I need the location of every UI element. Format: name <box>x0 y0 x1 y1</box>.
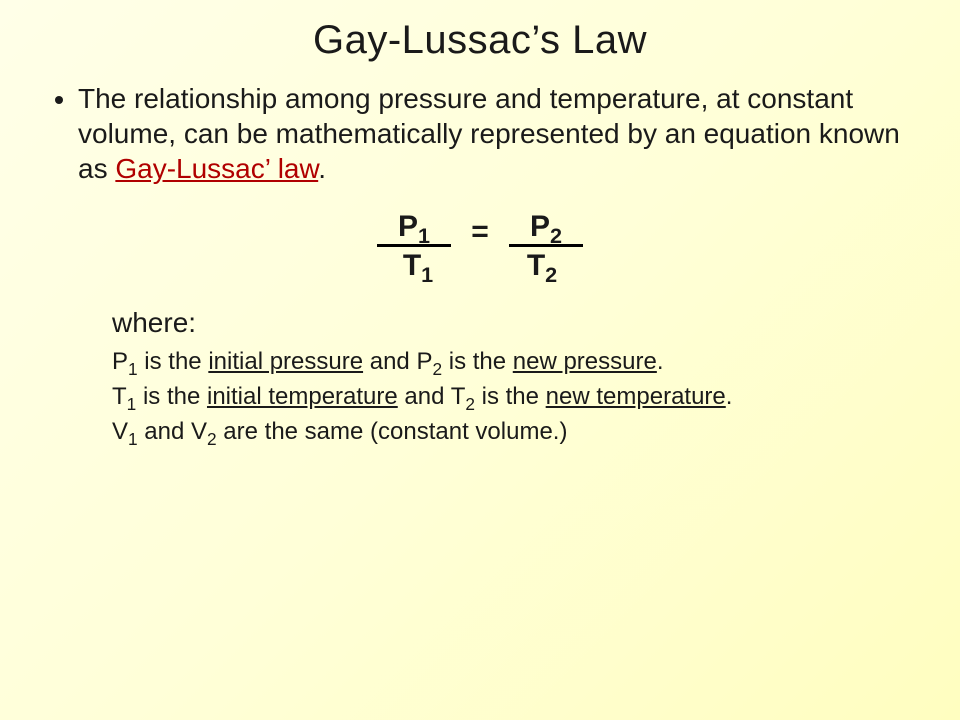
formula-numerator-row: P1 = P2 <box>50 212 910 247</box>
where-block: where: P1 is the initial pressure and P2… <box>112 307 910 449</box>
equals-sign: = <box>465 217 495 247</box>
p2-var: P <box>530 210 550 243</box>
denominator-spacer <box>465 251 495 281</box>
def1-u1: initial pressure <box>208 348 363 375</box>
t2-var: T <box>527 249 545 282</box>
p1-sub: 1 <box>418 223 430 248</box>
slide-title: Gay-Lussac’s Law <box>50 18 910 63</box>
def2-u1: initial temperature <box>207 383 398 410</box>
p1-term: P1 <box>377 212 451 247</box>
def1-bsub: 2 <box>432 359 442 379</box>
p2-term: P2 <box>509 212 583 247</box>
def2-mid3: is the <box>475 383 546 410</box>
def2-mid2: and T <box>398 383 466 410</box>
bullet-text-after: . <box>318 153 326 184</box>
def1-mid2: and P <box>363 348 432 375</box>
def1-var: P <box>112 348 128 375</box>
def2-end: . <box>726 383 733 410</box>
def2-u2: new temperature <box>546 383 726 410</box>
t1-var: T <box>403 249 421 282</box>
p2-sub: 2 <box>550 223 562 248</box>
formula-block: P1 = P2 T1 T2 <box>50 212 910 281</box>
def2-var: T <box>112 383 127 410</box>
t1-term: T1 <box>385 251 451 281</box>
def3-bsub: 2 <box>207 428 217 448</box>
key-term: Gay-Lussac’ law <box>115 153 318 184</box>
def-line-2: T1 is the initial temperature and T2 is … <box>112 380 910 415</box>
def3-var: V <box>112 418 128 445</box>
def2-text: is the <box>136 383 207 410</box>
def3-rest: are the same (constant volume.) <box>217 418 568 445</box>
def1-end: . <box>657 348 664 375</box>
def-line-1: P1 is the initial pressure and P2 is the… <box>112 345 910 380</box>
def1-mid3: is the <box>442 348 513 375</box>
p1-var: P <box>398 210 418 243</box>
def3-sub: 1 <box>128 428 138 448</box>
t2-sub: 2 <box>545 262 557 287</box>
def2-bsub: 2 <box>465 394 475 414</box>
def2-sub: 1 <box>127 394 137 414</box>
def-line-3: V1 and V2 are the same (constant volume.… <box>112 415 910 450</box>
def1-sub: 1 <box>128 359 138 379</box>
where-label: where: <box>112 307 910 339</box>
t2-term: T2 <box>509 251 575 281</box>
def1-text: is the <box>138 348 209 375</box>
bullet-list: The relationship among pressure and temp… <box>50 81 910 186</box>
formula-denominator-row: T1 T2 <box>50 251 910 281</box>
def1-u2: new pressure <box>513 348 657 375</box>
t1-sub: 1 <box>421 262 433 287</box>
bullet-item: The relationship among pressure and temp… <box>78 81 910 186</box>
def3-mid: and V <box>138 418 207 445</box>
